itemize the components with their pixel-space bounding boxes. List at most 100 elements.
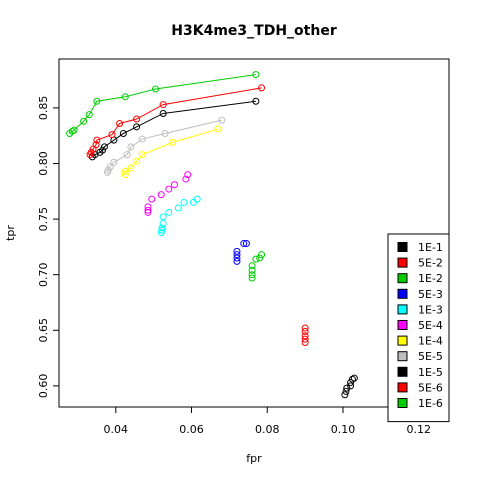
data-point <box>347 382 355 390</box>
data-point <box>121 93 129 101</box>
series-line <box>124 128 219 175</box>
series-line <box>69 74 256 134</box>
data-point <box>103 168 111 176</box>
series-5E-3 <box>233 240 250 265</box>
data-point <box>100 143 108 151</box>
data-point <box>218 116 226 124</box>
data-point <box>170 181 178 189</box>
data-point <box>342 387 350 395</box>
data-point <box>66 129 74 137</box>
legend-label: 1E-3 <box>418 303 443 316</box>
legend-label: 1E-1 <box>418 241 443 254</box>
legend-swatch <box>397 335 408 346</box>
data-point <box>248 262 256 270</box>
data-point <box>182 175 190 183</box>
data-point <box>233 254 241 262</box>
series-line <box>106 119 222 173</box>
data-point <box>252 97 260 105</box>
data-point <box>214 125 222 133</box>
data-point <box>242 240 250 248</box>
legend-label: 5E-4 <box>418 319 443 332</box>
data-point <box>233 247 241 255</box>
x-tick-label: 0.08 <box>255 423 280 436</box>
series-5E-5 <box>103 116 226 176</box>
data-point <box>165 185 173 193</box>
legend-swatch <box>397 288 408 299</box>
series-5E-6 <box>301 324 309 347</box>
series-1E-1 <box>88 97 260 161</box>
legend-swatch <box>397 257 408 268</box>
y-tick-label: 0.65 <box>37 318 50 343</box>
x-axis: 0.04 0.06 0.08 0.10 0.12 <box>104 407 431 436</box>
data-point <box>110 158 118 166</box>
data-point <box>93 97 101 105</box>
data-point <box>152 85 160 93</box>
data-point <box>165 208 173 216</box>
data-point <box>301 339 309 347</box>
data-point <box>144 206 152 214</box>
data-point <box>86 151 94 159</box>
data-point <box>144 208 152 216</box>
data-point <box>193 195 201 203</box>
data-point <box>233 257 241 265</box>
data-point <box>157 228 165 236</box>
series-line <box>89 87 262 155</box>
data-point <box>174 204 182 212</box>
legend-label: 5E-2 <box>418 257 443 270</box>
y-tick-label: 0.85 <box>37 96 50 121</box>
y-axis-label: tpr <box>4 225 17 241</box>
data-point <box>133 115 141 123</box>
data-point <box>88 153 96 161</box>
data-point <box>108 131 116 139</box>
data-point <box>127 164 135 172</box>
chart-title: H3K4me3_TDH_other <box>171 23 337 39</box>
series-5E-4 <box>144 171 192 216</box>
y-tick-label: 0.70 <box>37 262 50 287</box>
data-point <box>85 111 93 119</box>
data-point <box>248 271 256 279</box>
series-line <box>91 100 256 158</box>
series-1E-6 <box>248 251 266 282</box>
plot-frame <box>58 58 450 408</box>
x-tick-label: 0.12 <box>406 423 431 436</box>
data-point <box>252 71 260 79</box>
legend-label: 5E-5 <box>418 350 443 363</box>
legend-label: 1E-2 <box>418 272 443 285</box>
legend-label: 1E-4 <box>418 335 443 348</box>
data-point <box>138 151 146 159</box>
data-point <box>258 251 266 259</box>
x-tick-label: 0.06 <box>179 423 204 436</box>
data-point <box>119 129 127 137</box>
data-point <box>248 266 256 274</box>
data-point <box>159 213 167 221</box>
data-point <box>158 224 166 232</box>
data-point <box>233 251 241 259</box>
x-tick-label: 0.10 <box>331 423 356 436</box>
series-5E-2 <box>86 84 266 159</box>
data-point <box>184 171 192 179</box>
y-tick-label: 0.75 <box>37 207 50 232</box>
data-point <box>189 198 197 206</box>
data-point <box>252 255 260 263</box>
legend-swatch <box>397 351 408 362</box>
data-point <box>159 101 167 109</box>
data-point <box>93 136 101 144</box>
data-point <box>106 163 114 171</box>
legend-swatch <box>397 242 408 252</box>
series-1E-4 <box>121 125 222 179</box>
data-point <box>89 145 97 153</box>
legend-swatch <box>397 382 408 393</box>
data-point <box>148 195 156 203</box>
data-point <box>301 324 309 332</box>
data-point <box>116 119 124 127</box>
x-axis-label: fpr <box>246 452 262 465</box>
data-point <box>121 171 129 179</box>
data-point <box>123 151 131 159</box>
legend-swatch <box>397 366 408 377</box>
data-point <box>133 157 141 165</box>
series-1E-5 <box>341 374 358 399</box>
data-point <box>341 391 349 399</box>
data-point <box>258 84 266 92</box>
data-point <box>159 109 167 117</box>
y-tick-label: 0.80 <box>37 151 50 176</box>
